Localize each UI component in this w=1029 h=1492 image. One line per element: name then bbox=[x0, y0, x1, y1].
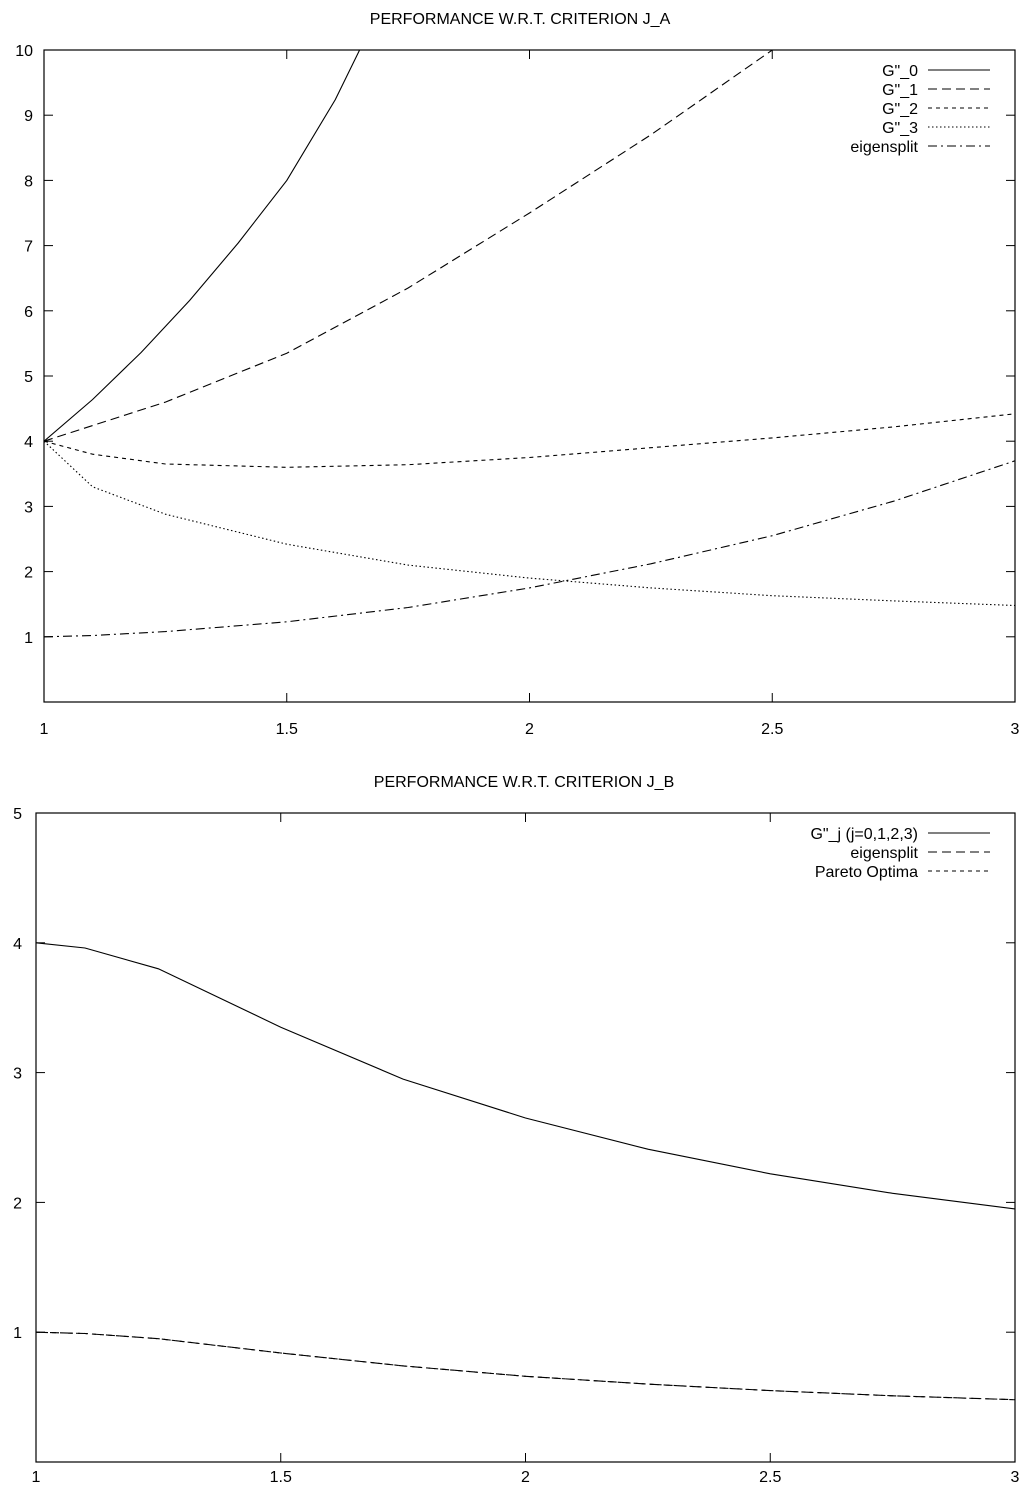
x-tick-label: 1.5 bbox=[276, 721, 298, 738]
x-tick-label: 3 bbox=[1011, 721, 1020, 738]
legend-label: G"_2 bbox=[882, 101, 918, 118]
series-line bbox=[44, 440, 1015, 607]
chart-panel-ja: PERFORMANCE W.R.T. CRITERION J_A 1 1.5 2 2.… bbox=[15, 11, 1019, 738]
legend-label: eigensplit bbox=[850, 845, 918, 862]
y-tick-label: 4 bbox=[24, 434, 33, 451]
chart-title: PERFORMANCE W.R.T. CRITERION J_B bbox=[374, 774, 674, 791]
x-tick-label: 2 bbox=[521, 1469, 530, 1486]
y-tick-label: 6 bbox=[24, 304, 33, 321]
series-line bbox=[44, 413, 1015, 468]
series-line bbox=[36, 1331, 1015, 1401]
legend-label: G"_j (j=0,1,2,3) bbox=[810, 826, 918, 843]
series-line bbox=[44, 460, 1015, 638]
y-tick-label: 1 bbox=[13, 1325, 22, 1342]
chart-title: PERFORMANCE W.R.T. CRITERION J_A bbox=[370, 11, 671, 28]
y-tick-label: 3 bbox=[24, 499, 33, 516]
series-line bbox=[44, 50, 773, 442]
legend-label: Pareto Optima bbox=[815, 864, 918, 881]
y-tick-label: 7 bbox=[24, 239, 33, 256]
plot-frame bbox=[35, 812, 1016, 1463]
x-tick-label: 2.5 bbox=[759, 1469, 781, 1486]
y-tick-label: 5 bbox=[13, 806, 22, 823]
y-tick-label: 10 bbox=[15, 43, 33, 60]
x-tick-label: 1 bbox=[32, 1469, 41, 1486]
series-line bbox=[36, 1331, 1015, 1401]
x-tick-label: 2 bbox=[525, 721, 534, 738]
legend-label: G"_3 bbox=[882, 120, 918, 137]
y-tick-label: 2 bbox=[13, 1195, 22, 1212]
series-line bbox=[44, 50, 361, 442]
legend-label: eigensplit bbox=[850, 139, 918, 156]
y-tick-label: 4 bbox=[13, 936, 22, 953]
legend-label: G"_1 bbox=[882, 82, 918, 99]
x-tick-label: 2.5 bbox=[761, 721, 783, 738]
x-tick-label: 1.5 bbox=[270, 1469, 292, 1486]
y-tick-label: 5 bbox=[24, 369, 33, 386]
x-tick-label: 3 bbox=[1011, 1469, 1020, 1486]
chart-panel-jb: PERFORMANCE W.R.T. CRITERION J_B 1 1.5 2 2.… bbox=[13, 774, 1019, 1486]
x-tick-label: 1 bbox=[40, 721, 49, 738]
y-tick-label: 3 bbox=[13, 1066, 22, 1083]
series-line bbox=[36, 942, 1015, 1210]
y-tick-label: 8 bbox=[24, 173, 33, 190]
y-tick-label: 2 bbox=[24, 565, 33, 582]
y-tick-label: 9 bbox=[24, 108, 33, 125]
legend-label: G"_0 bbox=[882, 63, 918, 80]
y-tick-label: 1 bbox=[24, 630, 33, 647]
